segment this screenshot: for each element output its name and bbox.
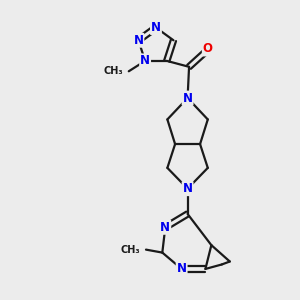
Text: N: N	[183, 92, 193, 104]
Text: N: N	[177, 262, 187, 275]
Text: CH₃: CH₃	[120, 244, 140, 255]
Text: CH₃: CH₃	[104, 66, 123, 76]
Text: N: N	[134, 34, 143, 47]
Text: N: N	[160, 221, 170, 234]
Text: N: N	[183, 182, 193, 195]
Text: N: N	[140, 54, 150, 68]
Text: N: N	[151, 21, 161, 34]
Text: O: O	[203, 43, 213, 56]
